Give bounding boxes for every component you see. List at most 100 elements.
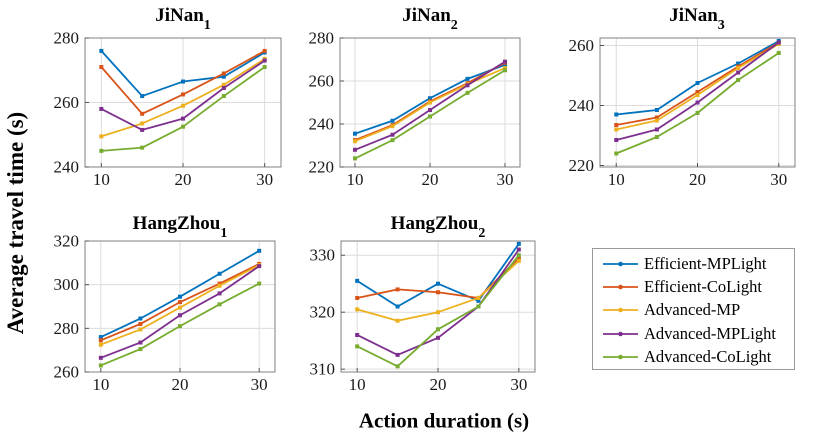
- legend-item: Advanced-MP: [602, 299, 794, 322]
- y-tick-label: 220: [569, 156, 595, 175]
- data-point-marker: [181, 92, 185, 97]
- data-point-marker: [465, 90, 470, 95]
- series-advanced-colight: [99, 65, 267, 153]
- y-tick-label: 240: [54, 158, 80, 177]
- data-point-marker: [140, 94, 145, 99]
- legend-item: Advanced-MPLight: [602, 322, 794, 345]
- series-advanced-mplight: [614, 40, 781, 142]
- subplot-title-jinan1: JiNan1: [155, 5, 211, 33]
- data-point-marker: [614, 112, 619, 117]
- subplot-jinan2: 10 20 30 220 240 260 280: [309, 29, 521, 189]
- data-point-marker: [138, 340, 143, 345]
- data-point-marker: [355, 332, 360, 337]
- data-point-marker: [503, 66, 507, 71]
- legend-item: Efficient-MPLight: [602, 252, 794, 275]
- title-text: HangZhou: [132, 213, 221, 234]
- subplot-hangzhou2: 10 20 30 310 320 330: [310, 240, 536, 394]
- data-point-marker: [98, 363, 103, 368]
- legend: Efficient-MPLight Efficient-CoLight Adva…: [592, 248, 795, 370]
- data-point-marker: [217, 302, 222, 307]
- y-tick-label: 320: [54, 232, 80, 251]
- y-tick-label: 260: [54, 363, 80, 382]
- data-point-marker: [436, 335, 440, 340]
- data-point-marker: [695, 90, 700, 94]
- x-tick-label: 20: [689, 170, 706, 189]
- data-point-marker: [178, 300, 182, 305]
- data-point-marker: [516, 256, 521, 261]
- x-axis-label: Action duration (s): [358, 408, 530, 433]
- y-tick-label: 240: [309, 115, 335, 134]
- y-tick-label: 260: [309, 72, 335, 91]
- data-point-marker: [98, 342, 103, 347]
- data-point-marker: [355, 307, 360, 312]
- data-point-marker: [428, 96, 432, 101]
- data-point-marker: [138, 321, 143, 326]
- y-tick-label: 320: [310, 303, 336, 322]
- legend-label: Advanced-MPLight: [644, 323, 776, 343]
- data-point-marker: [436, 327, 440, 332]
- title-text: JiNan: [669, 5, 718, 26]
- data-point-marker: [614, 123, 619, 127]
- data-point-marker: [503, 68, 507, 73]
- y-tick-label: 240: [569, 96, 595, 115]
- data-point-marker: [476, 304, 481, 309]
- data-point-marker: [654, 115, 659, 120]
- data-point-marker: [98, 338, 103, 343]
- data-point-marker: [99, 106, 104, 111]
- data-point-marker: [181, 103, 185, 108]
- legend-item: Advanced-CoLight: [602, 346, 794, 369]
- series-advanced-colight: [98, 281, 262, 368]
- data-point-marker: [516, 258, 521, 263]
- x-tick-label: 30: [497, 170, 514, 189]
- data-point-marker: [395, 304, 400, 309]
- data-point-marker: [428, 114, 432, 119]
- data-point-marker: [654, 118, 659, 123]
- data-point-marker: [178, 305, 182, 310]
- data-point-marker: [257, 248, 262, 253]
- subplot-jinan3: 10 20 30 220 240 260: [569, 36, 796, 189]
- data-point-marker: [503, 62, 507, 67]
- title-subscript: 2: [450, 17, 458, 33]
- y-tick-label: 260: [569, 36, 595, 55]
- x-tick-label: 20: [172, 375, 189, 394]
- legend-line-sample: [603, 308, 638, 313]
- data-point-marker: [221, 82, 226, 87]
- data-point-marker: [257, 281, 262, 286]
- data-point-marker: [140, 121, 145, 126]
- data-point-marker: [654, 127, 659, 132]
- subplot-hangzhou1: 10 20 30 260 280 300 320: [54, 232, 276, 394]
- data-point-marker: [436, 290, 440, 295]
- data-point-marker: [262, 48, 267, 53]
- series-advanced-colight: [614, 51, 781, 156]
- data-point-marker: [776, 51, 781, 55]
- data-point-marker: [181, 124, 185, 129]
- data-point-marker: [353, 139, 357, 144]
- legend-item: Efficient-CoLight: [602, 275, 794, 298]
- data-point-marker: [390, 132, 395, 137]
- data-point-marker: [476, 295, 481, 300]
- data-point-marker: [140, 145, 145, 150]
- data-point-marker: [262, 65, 267, 70]
- data-point-marker: [353, 131, 357, 136]
- series-advanced-mplight: [99, 58, 267, 132]
- data-point-marker: [614, 138, 619, 142]
- data-point-marker: [221, 94, 226, 99]
- series-efficient-mplight: [98, 248, 262, 340]
- data-point-marker: [390, 118, 395, 123]
- data-point-marker: [140, 127, 145, 132]
- x-tick-label: 10: [347, 170, 364, 189]
- subplot-jinan1: 10 20 30 240 260 280: [54, 29, 282, 189]
- x-tick-label: 20: [430, 375, 447, 394]
- data-point-marker: [138, 316, 143, 321]
- data-point-marker: [465, 83, 470, 88]
- data-point-marker: [516, 253, 521, 258]
- legend-label: Efficient-MPLight: [644, 253, 767, 273]
- data-point-marker: [140, 111, 145, 116]
- data-point-marker: [355, 278, 360, 283]
- data-point-marker: [221, 74, 226, 79]
- y-tick-label: 310: [310, 360, 336, 379]
- x-tick-label: 30: [256, 170, 273, 189]
- y-tick-label: 280: [54, 29, 80, 48]
